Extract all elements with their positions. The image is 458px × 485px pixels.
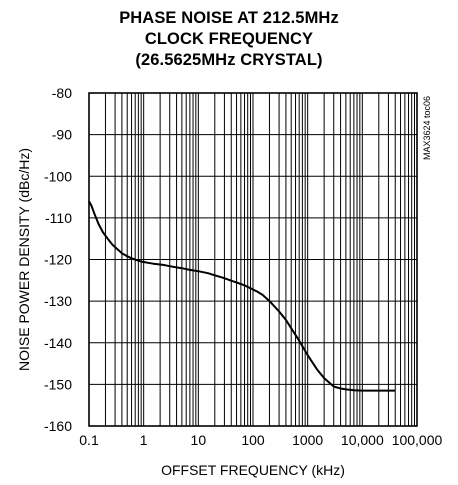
x-tick-label: 10 — [191, 432, 207, 448]
y-tick-label: -130 — [44, 293, 72, 309]
plot-frame — [88, 92, 418, 427]
phase-noise-curve — [88, 200, 396, 392]
x-tick-label: 0.1 — [79, 432, 99, 448]
y-tick-label: -140 — [44, 335, 72, 351]
y-tick-label: -160 — [44, 418, 72, 434]
chart-title-line-1: PHASE NOISE AT 212.5MHz — [119, 9, 339, 27]
x-axis-label: OFFSET FREQUENCY (kHz) — [161, 462, 345, 478]
y-tick-label: -110 — [45, 210, 72, 226]
y-tick-label: -80 — [52, 85, 72, 101]
x-tick-label: 100 — [241, 432, 265, 448]
chart-title-line-3: (26.5625MHz CRYSTAL) — [135, 51, 323, 69]
x-tick-label: 1 — [140, 432, 148, 448]
x-tick-label: 100,000 — [392, 432, 443, 448]
y-tick-label: -90 — [52, 127, 72, 143]
x-tick-label: 10,000 — [341, 432, 384, 448]
grid — [89, 93, 417, 426]
y-tick-label: -120 — [44, 252, 72, 268]
y-axis-label: NOISE POWER DENSITY (dBc/Hz) — [16, 148, 32, 371]
y-tick-label: -100 — [44, 168, 72, 184]
axis-labels: -80 -90 -100 -110 -120 -130 -140 -150 -160 0.1 1 10… — [16, 85, 443, 478]
figure-id-annotation: MAX3624 toc06 — [422, 96, 432, 160]
y-tick-label: -150 — [44, 376, 72, 392]
x-tick-label: 1000 — [292, 432, 323, 448]
chart-title-line-2: CLOCK FREQUENCY — [144, 30, 314, 48]
